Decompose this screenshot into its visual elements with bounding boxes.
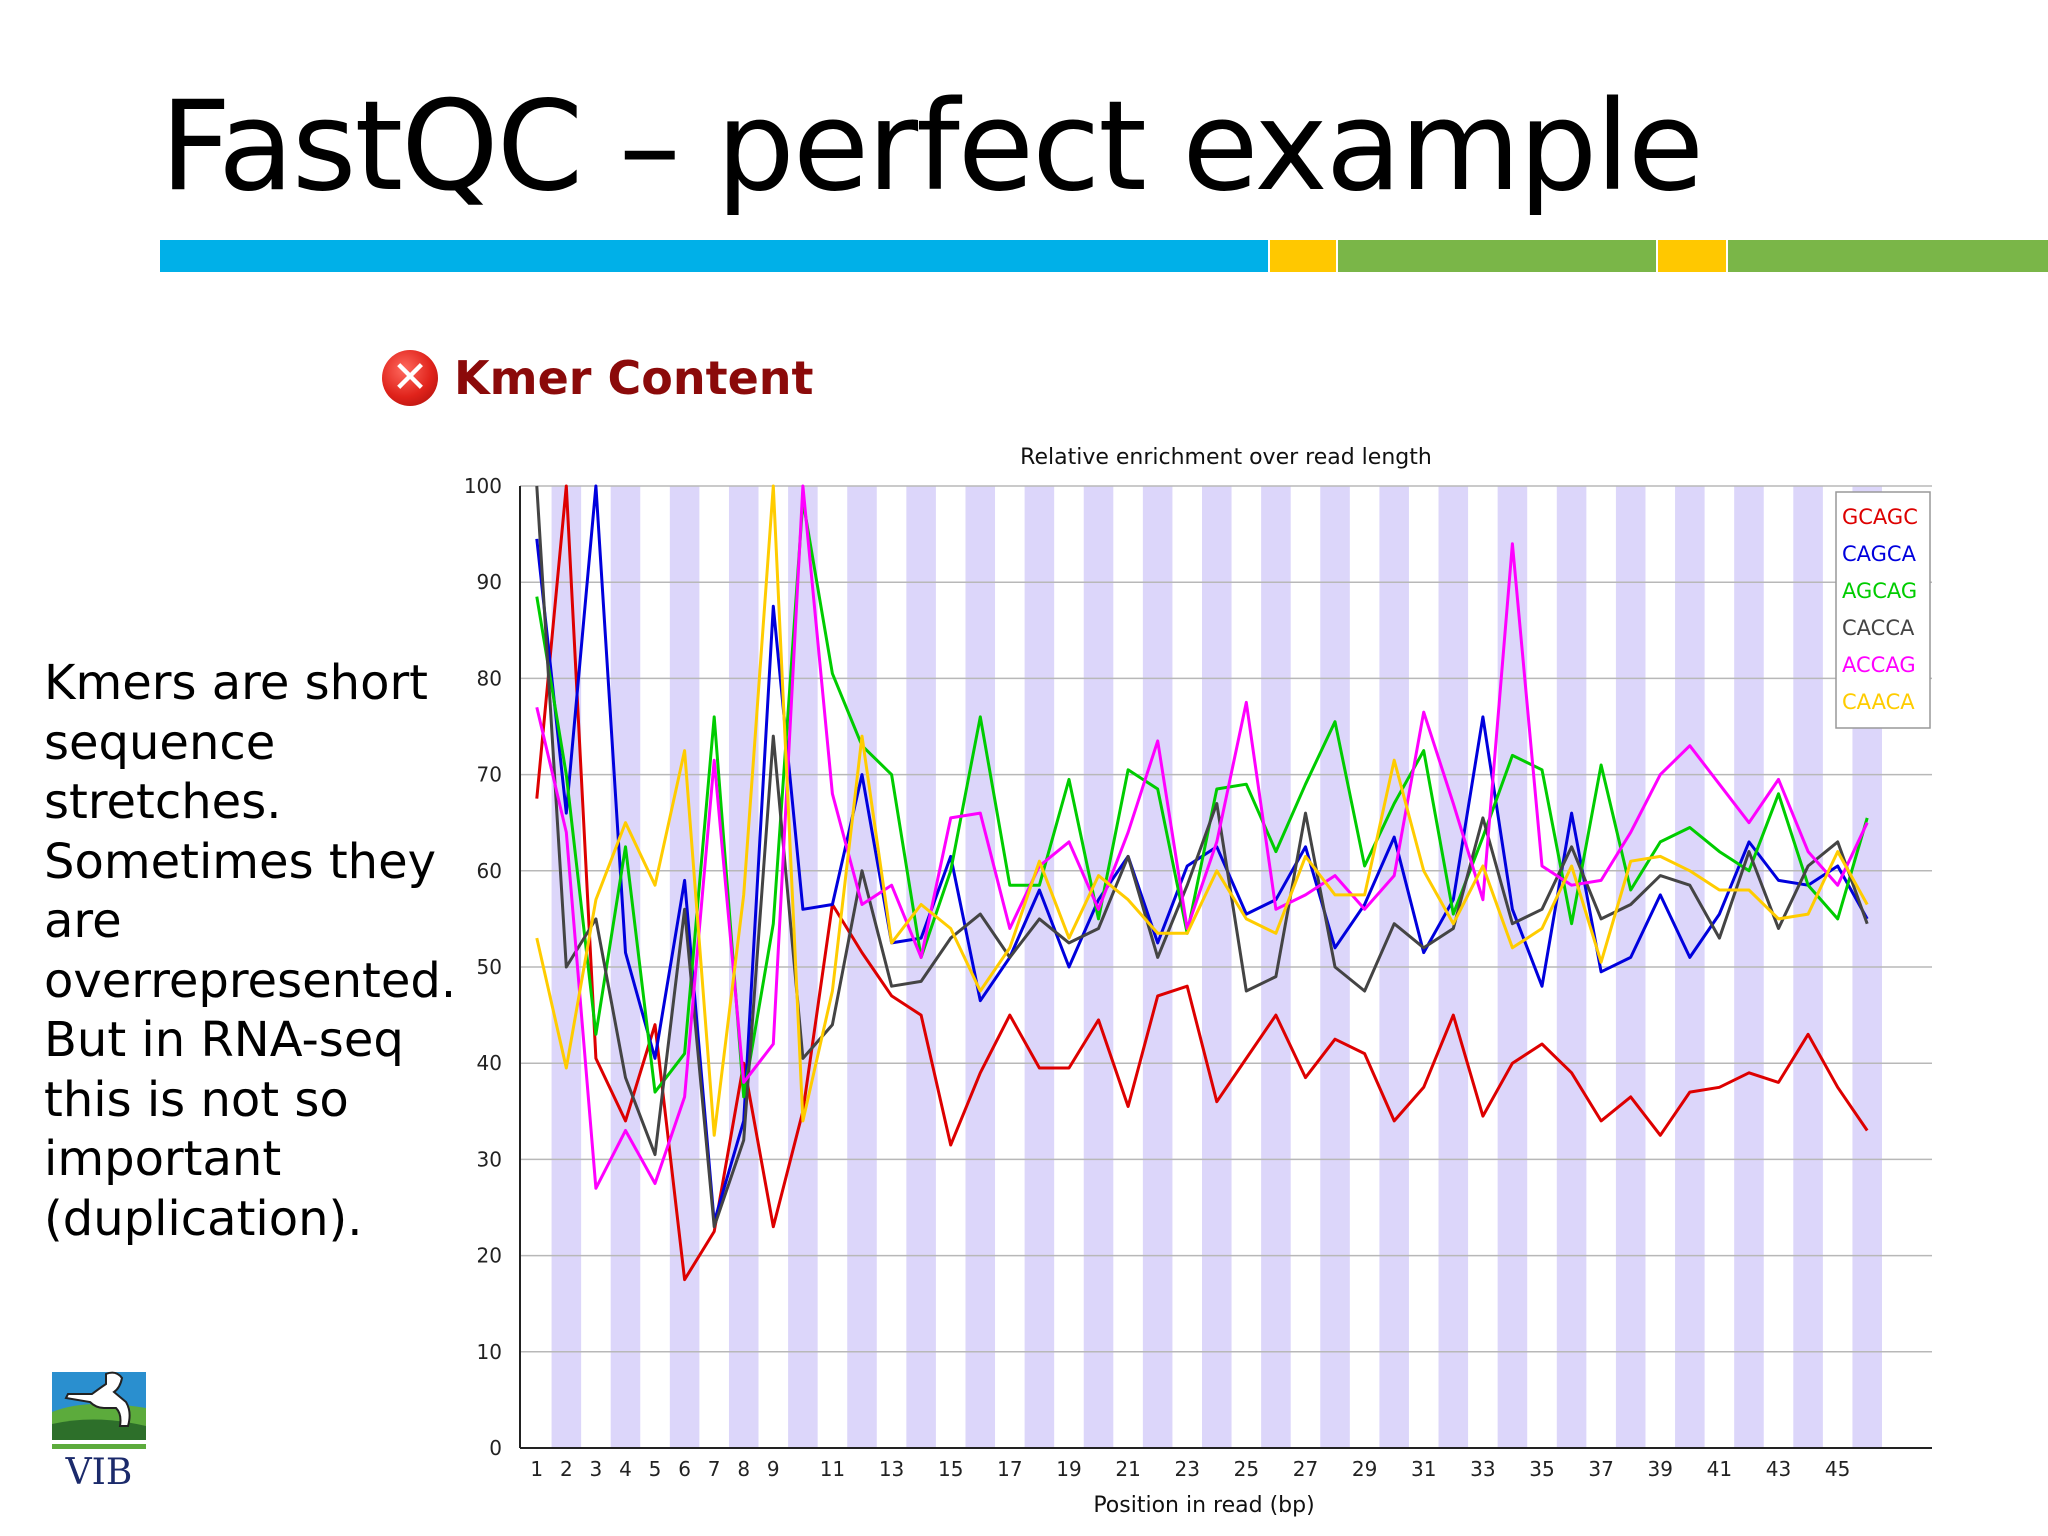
legend-entry: AGCAG	[1842, 579, 1917, 603]
y-tick-label: 0	[489, 1436, 502, 1460]
y-tick-label: 10	[477, 1340, 502, 1364]
legend-entry: CAGCA	[1842, 542, 1917, 566]
svg-text:VIB: VIB	[65, 1452, 133, 1492]
x-tick-label: 41	[1707, 1457, 1732, 1481]
y-tick-label: 50	[477, 955, 502, 979]
y-tick-label: 30	[477, 1147, 502, 1171]
y-tick-label: 90	[477, 570, 502, 594]
y-tick-label: 60	[477, 859, 502, 883]
side-text-line: overrepresented.	[44, 952, 457, 1009]
legend-entry: CAACA	[1842, 690, 1915, 714]
x-tick-label: 8	[737, 1457, 750, 1481]
title-bar-segment-yellow	[1270, 240, 1336, 272]
series-line-cacca	[535, 485, 1869, 1229]
series-line-caaca	[535, 484, 1869, 1137]
x-tick-label: 5	[649, 1457, 662, 1481]
title-bar-segment-blue	[160, 240, 1268, 272]
side-text-line: (duplication).	[44, 1190, 363, 1247]
side-text-line: this is not so	[44, 1071, 349, 1128]
x-tick-label: 45	[1825, 1457, 1850, 1481]
side-text-line: important	[44, 1131, 282, 1187]
legend-entry: CACCA	[1842, 616, 1915, 640]
y-tick-label: 80	[477, 666, 502, 690]
series-line-agcag	[535, 498, 1869, 1099]
module-header: ✕ Kmer Content	[382, 350, 814, 406]
legend-box	[1835, 491, 1931, 729]
x-tick-label: 2	[560, 1457, 573, 1481]
x-tick-label: 27	[1293, 1457, 1318, 1481]
side-text-line: Kmers are short	[44, 655, 428, 711]
x-tick-label: 1	[530, 1457, 543, 1481]
x-tick-label: 21	[1115, 1457, 1140, 1481]
y-tick-label: 40	[477, 1051, 502, 1075]
title-bar-segment-green	[1338, 240, 1656, 272]
title-bar-segment-yellow-2	[1658, 240, 1726, 272]
vib-logo: VIB	[52, 1371, 146, 1492]
module-title: Kmer Content	[454, 351, 814, 405]
x-tick-label: 7	[708, 1457, 721, 1481]
x-tick-label: 43	[1766, 1457, 1791, 1481]
x-tick-label: 15	[938, 1457, 963, 1481]
x-axis-label: Position in read (bp)	[1093, 1493, 1314, 1518]
side-text-line: But in RNA-seq	[44, 1012, 404, 1068]
slide-title: FastQC – perfect example	[160, 75, 1704, 219]
series-line-accag	[535, 484, 1869, 1190]
x-tick-label: 29	[1352, 1457, 1377, 1481]
title-bar-segment-green-2	[1728, 240, 2048, 272]
side-text-line: stretches.	[44, 774, 282, 830]
y-tick-label: 20	[477, 1244, 502, 1268]
x-tick-label: 17	[997, 1457, 1022, 1481]
x-tick-label: 11	[820, 1457, 845, 1481]
x-tick-label: 19	[1056, 1457, 1081, 1481]
legend-entry: ACCAG	[1842, 653, 1916, 677]
chart-title: Relative enrichment over read length	[1020, 445, 1432, 470]
y-tick-label: 100	[464, 474, 502, 498]
x-tick-label: 6	[678, 1457, 691, 1481]
x-tick-label: 31	[1411, 1457, 1436, 1481]
side-text-line: sequence	[44, 714, 276, 771]
x-tick-label: 3	[590, 1457, 603, 1481]
x-tick-label: 13	[879, 1457, 904, 1481]
series-line-gcagc	[535, 484, 1869, 1282]
error-icon: ✕	[382, 350, 438, 406]
x-tick-label: 9	[767, 1457, 780, 1481]
x-tick-label: 33	[1470, 1457, 1495, 1481]
side-text: Kmers are short sequence stretches. Sometim…	[44, 654, 457, 1249]
x-tick-label: 4	[619, 1457, 632, 1481]
x-tick-label: 39	[1648, 1457, 1673, 1481]
x-tick-label: 25	[1234, 1457, 1259, 1481]
x-tick-label: 23	[1174, 1457, 1199, 1481]
side-text-line: Sometimes they	[44, 833, 437, 890]
side-text-line: are	[44, 893, 122, 949]
x-tick-label: 35	[1529, 1457, 1554, 1481]
y-tick-label: 70	[477, 763, 502, 787]
legend-entry: GCAGC	[1842, 505, 1918, 529]
x-tick-label: 37	[1588, 1457, 1613, 1481]
